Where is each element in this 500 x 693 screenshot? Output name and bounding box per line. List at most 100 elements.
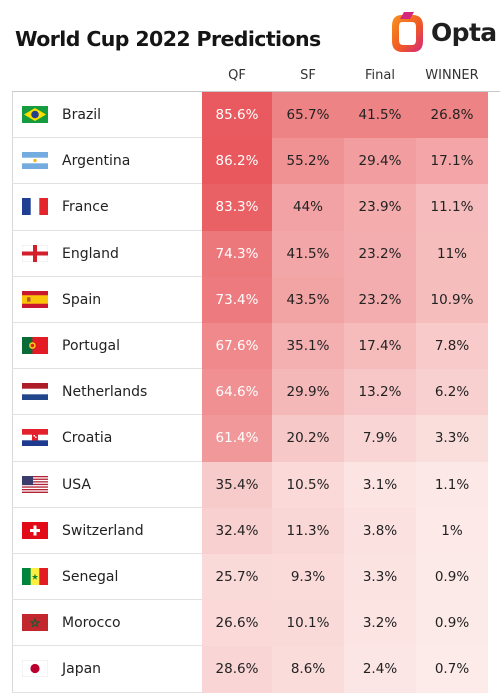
team-name: USA [62,476,91,493]
cell-sf: 10.1% [272,600,344,647]
team-name: Croatia [62,430,113,447]
team-name: Morocco [62,615,121,632]
cell-qf: 28.6% [202,646,272,693]
england-flag-icon [22,244,48,262]
cell-winner: 3.3% [416,415,488,463]
cell-sf: 35.1% [272,323,344,370]
team-name: Switzerland [62,522,144,539]
team-name: Portugal [62,338,120,354]
cell-qf: 74.3% [202,230,272,278]
row-divider [12,183,202,185]
cell-sf: 9.3% [272,554,344,601]
cell-winner: 0.7% [416,646,488,693]
cell-sf: 65.7% [272,92,344,139]
team-name: England [62,245,119,262]
cell-final: 17.4% [344,323,416,370]
opta-wordmark: Opta [431,18,497,47]
cell-qf: 32.4% [202,507,272,555]
cell-sf: 29.9% [272,369,344,416]
row-divider [12,553,202,554]
row-divider [12,229,202,231]
cell-sf: 55.2% [272,138,344,185]
netherlands-flag-icon [22,383,48,401]
cell-qf: 73.4% [202,276,272,324]
row-divider [12,460,202,462]
cell-winner: 10.9% [416,276,488,324]
cell-final: 13.2% [344,369,416,416]
cell-final: 3.2% [344,600,416,647]
row-divider [12,137,202,139]
team-name: Argentina [62,153,131,170]
switzerland-flag-icon [22,521,48,539]
france-flag-icon [22,198,48,216]
column-header-sf: SF [300,68,316,83]
row-divider [12,691,202,693]
senegal-flag-icon [22,568,48,585]
cell-final: 41.5% [344,92,416,139]
opta-logo: Opta [388,11,498,57]
cell-final: 23.2% [344,276,416,324]
cell-qf: 61.4% [202,415,272,463]
cell-final: 23.9% [344,184,416,232]
row-divider [12,414,202,416]
cell-final: 2.4% [344,646,416,693]
row-divider [12,599,202,601]
cell-winner: 1.1% [416,461,488,509]
japan-flag-icon [22,660,48,678]
cell-sf: 20.2% [272,415,344,463]
cell-qf: 83.3% [202,184,272,232]
cell-winner: 11% [416,230,488,278]
cell-qf: 25.7% [202,554,272,601]
cell-winner: 26.8% [416,92,488,139]
cell-qf: 64.6% [202,369,272,416]
cell-winner: 11.1% [416,184,488,232]
cell-sf: 8.6% [272,646,344,693]
cell-final: 3.8% [344,507,416,555]
cell-sf: 41.5% [272,230,344,278]
column-header-qf: QF [228,68,246,83]
column-header-final: Final [365,68,395,83]
team-name: Brazil [62,107,102,123]
row-divider [12,368,202,370]
cell-winner: 6.2% [416,369,488,416]
cell-sf: 10.5% [272,461,344,509]
usa-flag-icon [22,475,48,493]
cell-final: 3.1% [344,461,416,509]
page-title: World Cup 2022 Predictions [15,27,321,51]
argentina-flag-icon [22,152,48,170]
morocco-flag-icon [22,614,48,632]
cell-qf: 85.6% [202,92,272,139]
row-divider [12,645,202,647]
cell-sf: 44% [272,184,344,232]
header-rule [12,91,500,92]
cell-qf: 26.6% [202,600,272,647]
team-name: Japan [62,661,102,678]
cell-qf: 86.2% [202,138,272,185]
cell-sf: 11.3% [272,507,344,555]
cell-final: 29.4% [344,138,416,185]
cell-winner: 7.8% [416,323,488,370]
cell-final: 7.9% [344,415,416,463]
team-name: France [62,199,109,216]
row-divider [12,322,202,323]
row-divider [12,506,202,508]
column-header-winner: WINNER [425,68,479,83]
team-name: Spain [62,291,102,308]
cell-winner: 0.9% [416,600,488,647]
team-name: Senegal [62,569,119,585]
croatia-flag-icon [22,429,48,447]
cell-winner: 17.1% [416,138,488,185]
brazil-flag-icon [22,106,48,123]
table-left-border [12,92,13,692]
cell-final: 23.2% [344,230,416,278]
opta-logo-icon [392,12,423,52]
row-divider [12,275,202,277]
spain-flag-icon [22,290,48,308]
cell-winner: 1% [416,507,488,555]
team-name: Netherlands [62,384,148,401]
cell-qf: 67.6% [202,323,272,370]
cell-qf: 35.4% [202,461,272,509]
cell-final: 3.3% [344,554,416,601]
cell-sf: 43.5% [272,276,344,324]
portugal-flag-icon [22,337,48,354]
